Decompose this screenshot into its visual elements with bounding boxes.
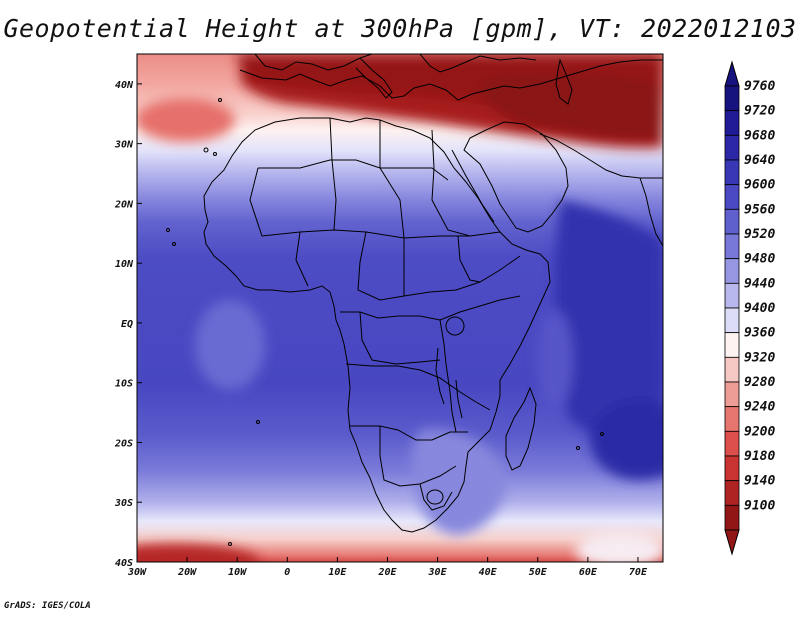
lon-tick-label: 10E bbox=[328, 567, 347, 578]
lon-tick-label: 60E bbox=[579, 567, 598, 578]
height-field bbox=[137, 54, 663, 562]
colorbar-swatch bbox=[724, 504, 740, 531]
colorbar-swatch bbox=[724, 480, 740, 506]
colorbar-swatch bbox=[724, 406, 740, 432]
colorbar-swatch bbox=[724, 184, 740, 210]
colorbar-label: 9600 bbox=[744, 178, 775, 193]
lat-tick-label: 10S bbox=[115, 379, 133, 390]
colorbar-swatch bbox=[724, 282, 740, 309]
colorbar: 9760 9720 9680 9640 9600 9560 9520 9480 9440 9400… bbox=[724, 60, 775, 556]
colorbar-swatch bbox=[724, 85, 740, 112]
lon-tick-label: 20W bbox=[177, 567, 197, 578]
colorbar-label: 9360 bbox=[744, 326, 775, 341]
colorbar-label: 9240 bbox=[744, 400, 775, 415]
lat-tick-label: 40N bbox=[115, 80, 134, 91]
colorbar-swatch bbox=[724, 307, 740, 334]
colorbar-label: 9280 bbox=[744, 375, 775, 390]
lat-tick-label: 10N bbox=[115, 259, 134, 270]
colorbar-label: 9180 bbox=[744, 449, 775, 464]
lat-tick-label: 30N bbox=[114, 140, 134, 151]
grads-credit: GrADS: IGES/COLA bbox=[4, 601, 91, 611]
colorbar-label: 9520 bbox=[744, 227, 775, 242]
colorbar-label: 9440 bbox=[744, 276, 775, 291]
colorbar-label: 9640 bbox=[744, 153, 775, 168]
latitude-axis: 40N 30N 20N 10N EQ 10S 20S 30S 40S bbox=[114, 80, 142, 569]
lon-tick-label: 10W bbox=[228, 567, 247, 578]
chart-title: Geopotential Height at 300hPa [gpm], VT:… bbox=[3, 14, 797, 43]
lon-tick-label: 30W bbox=[127, 567, 147, 578]
colorbar-swatch bbox=[724, 455, 740, 482]
lon-tick-label: 0 bbox=[284, 567, 290, 578]
lon-tick-label: 70E bbox=[629, 567, 648, 578]
lat-tick-label: 20S bbox=[114, 438, 133, 449]
colorbar-swatch bbox=[724, 356, 740, 383]
colorbar-label: 9480 bbox=[744, 252, 775, 267]
colorbar-label: 9400 bbox=[744, 301, 775, 316]
map-frame bbox=[136, 53, 664, 563]
colorbar-label: 9760 bbox=[744, 79, 775, 94]
colorbar-swatch bbox=[724, 208, 740, 235]
longitude-axis: 30W 20W 10W 0 10E 20E 30E 40E 50E 60E 70E bbox=[127, 557, 648, 578]
colorbar-label: 9680 bbox=[744, 128, 775, 143]
colorbar-swatch bbox=[724, 134, 740, 161]
colorbar-label: 9320 bbox=[744, 350, 775, 365]
lat-tick-label: 30S bbox=[114, 498, 133, 509]
colorbar-swatch bbox=[724, 332, 740, 358]
colorbar-swatch bbox=[724, 258, 740, 284]
lon-tick-label: 30E bbox=[428, 567, 448, 578]
colorbar-swatch bbox=[724, 110, 740, 136]
colorbar-bottom-arrow bbox=[724, 529, 740, 556]
colorbar-label: 9100 bbox=[744, 498, 775, 513]
colorbar-label: 9140 bbox=[744, 474, 775, 489]
colorbar-swatch bbox=[724, 233, 740, 260]
colorbar-label: 9200 bbox=[744, 424, 775, 439]
colorbar-swatch bbox=[724, 430, 740, 457]
colorbar-swatch bbox=[724, 381, 740, 408]
colorbar-top-arrow bbox=[724, 60, 740, 87]
lon-tick-label: 50E bbox=[529, 567, 548, 578]
colorbar-label: 9720 bbox=[744, 104, 775, 119]
coastlines-borders bbox=[166, 54, 663, 546]
lon-tick-label: 20E bbox=[377, 567, 397, 578]
lat-tick-label: 20N bbox=[114, 199, 134, 210]
lon-tick-label: 40E bbox=[479, 567, 498, 578]
lat-tick-label: EQ bbox=[121, 319, 133, 330]
colorbar-swatch bbox=[724, 159, 740, 186]
colorbar-label: 9560 bbox=[744, 202, 775, 217]
lat-tick-label: 40S bbox=[115, 558, 133, 569]
